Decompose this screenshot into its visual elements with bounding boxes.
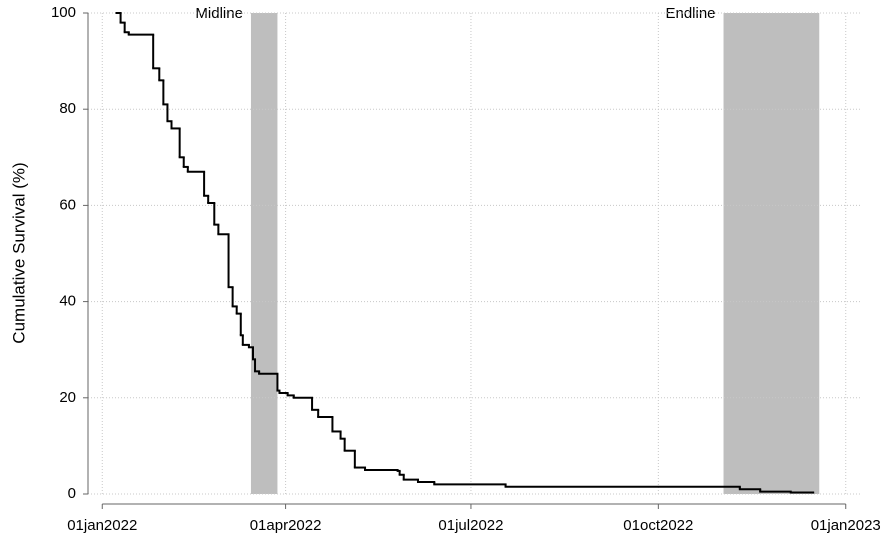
- x-tick-label: 01oct2022: [623, 517, 693, 534]
- shaded-region: [723, 13, 820, 494]
- y-tick-label: 60: [59, 196, 76, 213]
- y-tick-label: 100: [51, 4, 76, 21]
- shaded-region: [250, 13, 278, 494]
- y-tick-label: 40: [59, 293, 76, 310]
- y-axis-label: Cumulative Survival (%): [9, 162, 28, 343]
- region-label: Midline: [195, 5, 243, 22]
- x-tick-label: 01jan2022: [67, 517, 137, 534]
- y-tick-label: 20: [59, 389, 76, 406]
- x-tick-label: 01jan2023: [811, 517, 881, 534]
- y-tick-label: 0: [68, 485, 76, 502]
- x-tick-label: 01apr2022: [250, 517, 322, 534]
- x-tick-label: 01jul2022: [438, 517, 503, 534]
- y-tick-label: 80: [59, 100, 76, 117]
- region-label: Endline: [665, 5, 715, 22]
